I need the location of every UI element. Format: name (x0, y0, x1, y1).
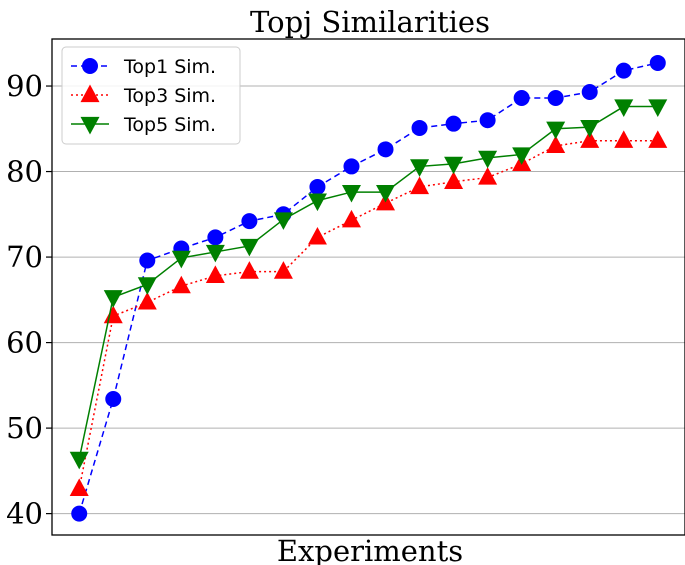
data-point (205, 265, 225, 284)
x-axis-label: Experiments (277, 534, 463, 565)
data-point (137, 291, 157, 310)
y-tick-label: 80 (6, 155, 43, 189)
data-point (546, 135, 566, 154)
data-point (103, 290, 123, 308)
data-point (614, 130, 634, 148)
series-2 (69, 130, 668, 496)
data-point (445, 115, 462, 132)
data-point (171, 250, 191, 269)
y-tick-label: 40 (6, 497, 43, 531)
data-point (309, 178, 326, 195)
data-point (444, 171, 464, 189)
data-point (478, 150, 498, 169)
data-point (69, 451, 89, 470)
data-point (137, 277, 157, 295)
legend-marker (80, 84, 100, 103)
data-point (207, 229, 224, 246)
data-point (614, 99, 634, 118)
data-point (377, 141, 394, 158)
chart-title: Topj Similarities (250, 5, 490, 39)
data-point (444, 156, 464, 175)
y-axis: 40 50 60 70 80 90 (6, 69, 52, 531)
data-point (69, 478, 89, 496)
data-point (105, 391, 122, 408)
data-point (649, 54, 666, 71)
legend-marker (82, 58, 98, 74)
data-point (411, 119, 428, 136)
y-tick-label: 50 (6, 411, 43, 445)
legend-label: Top5 Sim. (123, 114, 216, 136)
data-point (341, 184, 361, 203)
legend-label: Top3 Sim. (123, 85, 216, 107)
data-point (307, 193, 327, 212)
data-point (273, 212, 293, 230)
series-line (78, 105, 658, 460)
legend-label: Top1 Sim. (123, 56, 216, 78)
data-point (376, 184, 396, 203)
series-1 (71, 54, 666, 522)
data-point (513, 90, 530, 107)
data-point (581, 84, 598, 101)
legend-marker (80, 116, 100, 135)
data-point (580, 130, 600, 148)
series-layer (69, 54, 668, 522)
data-point (546, 121, 566, 140)
data-point (71, 505, 88, 522)
data-point (615, 62, 632, 79)
y-tick-label: 90 (6, 69, 43, 103)
data-point (103, 305, 123, 324)
series-line (78, 140, 658, 489)
data-point (341, 209, 361, 228)
data-point (343, 158, 360, 175)
y-tick-label: 70 (6, 240, 43, 274)
y-tick-label: 60 (6, 326, 43, 360)
legend-box (61, 46, 241, 145)
data-point (241, 213, 258, 230)
data-point (479, 112, 496, 129)
data-point (410, 159, 430, 177)
data-point (547, 90, 564, 107)
data-point (307, 226, 327, 245)
data-point (205, 244, 225, 263)
data-point (580, 119, 600, 138)
data-point (410, 176, 430, 195)
legend: Top1 Sim. Top3 Sim. Top5 Sim. (61, 46, 241, 145)
data-point (273, 261, 293, 279)
data-point (478, 167, 498, 185)
data-point (139, 252, 156, 269)
data-point (171, 275, 191, 294)
series-3 (69, 99, 668, 470)
data-point (648, 99, 668, 118)
data-point (648, 130, 668, 148)
plot-frame (51, 38, 685, 536)
data-point (239, 238, 259, 257)
data-point (239, 261, 259, 279)
data-point (512, 147, 532, 165)
